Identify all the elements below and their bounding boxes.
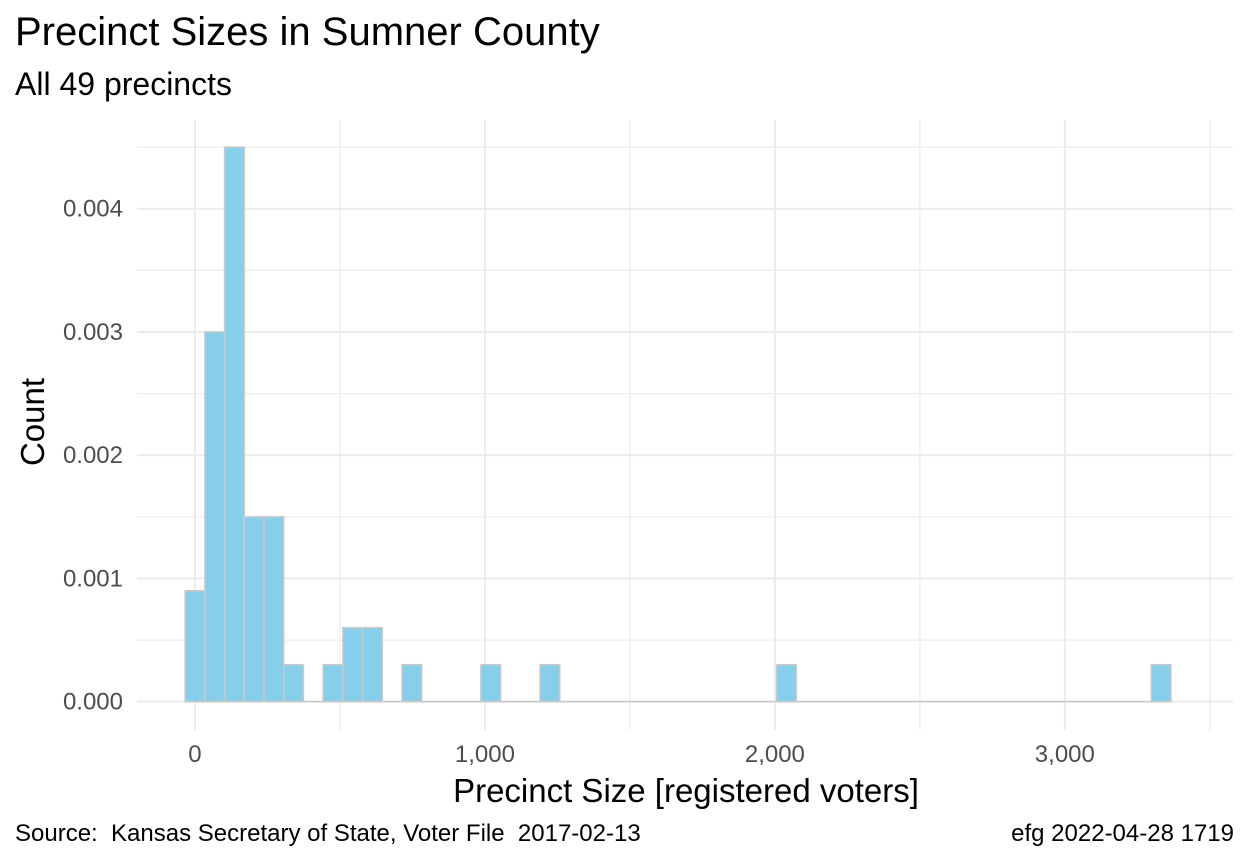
histogram-bar [204,331,226,703]
histogram-bar [243,516,265,703]
histogram-bar [282,663,305,703]
source-caption: Source: Kansas Secretary of State, Voter… [15,820,641,847]
histogram-bar [263,516,285,703]
y-axis-label: Count [14,378,51,466]
histogram-bar [361,626,384,703]
histogram-bar [223,146,246,703]
chart-subtitle: All 49 precincts [15,66,232,102]
histogram-bar [184,589,206,703]
histogram-bar [322,663,344,703]
histogram-bar [342,626,364,703]
y-tick-label: 0.002 [63,442,123,469]
major-gridlines [137,120,1233,730]
x-tick-label: 0 [188,741,201,768]
y-tick-label: 0.001 [63,565,123,592]
x-axis-label: Precinct Size [registered voters] [453,772,919,809]
x-tick-label: 3,000 [1035,741,1095,768]
y-tick-label: 0.000 [63,689,123,716]
histogram-bar [480,663,502,703]
minor-gridlines [137,120,1233,730]
x-tick-label: 2,000 [745,741,805,768]
y-tick-label: 0.004 [63,196,123,223]
histogram-bar [401,663,423,703]
chart-title: Precinct Sizes in Sumner County [15,10,600,54]
histogram-bars [184,146,1172,703]
histogram-bar [1150,663,1172,703]
histogram-bar [775,663,798,703]
histogram-bar [539,663,561,703]
x-axis-tick-labels: 0 1,000 2,000 3,000 [188,741,1095,768]
x-tick-label: 1,000 [455,741,515,768]
author-caption: efg 2022-04-28 1719 [1011,820,1234,847]
y-axis-tick-labels: 0.000 0.001 0.002 0.003 0.004 [63,196,123,716]
y-tick-label: 0.003 [63,319,123,346]
